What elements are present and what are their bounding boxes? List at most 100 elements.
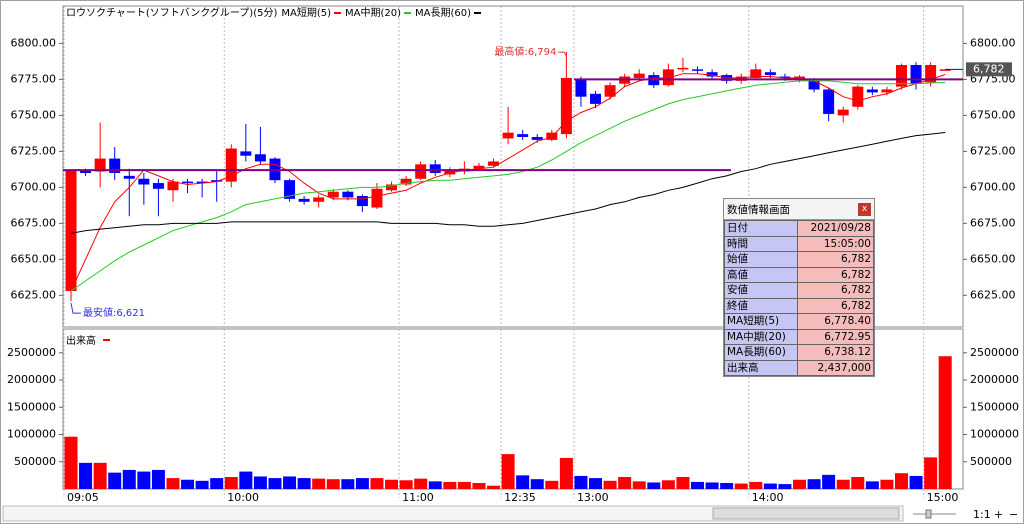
candle-body — [633, 73, 645, 78]
volume-bar — [720, 483, 734, 489]
candle-body — [211, 180, 223, 182]
info-title: 数値情報画面 — [727, 203, 790, 216]
volume-bar — [851, 477, 865, 489]
candle-body — [284, 180, 296, 199]
volume-bar — [151, 469, 165, 489]
zoom-thumb[interactable] — [925, 509, 932, 519]
y-tick-label: 6625.00 — [970, 288, 1016, 301]
candle-body — [604, 85, 616, 97]
y-tick-label: 6800.00 — [970, 36, 1016, 49]
candle-body — [313, 197, 325, 202]
candle-body — [823, 89, 835, 114]
y-tick-label: 6725.00 — [970, 144, 1016, 157]
candle-body — [444, 170, 456, 175]
volume-bar — [603, 480, 617, 489]
candle-body — [429, 164, 441, 173]
x-tick-label: 14:00 — [752, 491, 784, 504]
info-panel: 数値情報画面 x 日付 2021/09/28 時間 15:05:00 始値 6,782 高値… — [723, 198, 875, 377]
volume-bar — [414, 478, 428, 489]
candle-body — [400, 178, 412, 185]
annotation-arrow — [70, 302, 81, 314]
volume-bar — [559, 457, 573, 489]
candle-body — [925, 65, 937, 83]
info-row: 終値 6,782 — [724, 297, 874, 314]
info-value: 6,738.12 — [797, 344, 874, 361]
candle-body — [123, 175, 135, 179]
volume-bar — [268, 478, 282, 489]
close-button[interactable]: x — [858, 202, 871, 216]
volume-bar — [589, 478, 603, 489]
volume-bar — [807, 479, 821, 489]
candle-body — [65, 170, 77, 292]
volume-bar — [399, 480, 413, 489]
legend-swatch — [404, 12, 412, 14]
y-tick-label: 6650.00 — [970, 252, 1016, 265]
candle-body — [327, 191, 339, 198]
scroll-thumb[interactable] — [712, 507, 900, 520]
candle-body — [254, 154, 266, 162]
volume-bar — [778, 484, 792, 489]
volume-bar — [894, 473, 908, 489]
chart: 09:05 10:00 11:00 12:35 13:00 14:00 15:00 6625.… — [7, 5, 1019, 504]
candle-body — [94, 158, 106, 172]
candle-body — [182, 181, 194, 184]
volume-bar — [210, 478, 224, 489]
volume-title: 出来高 — [66, 336, 96, 347]
volume-bar — [618, 477, 632, 489]
info-value: 6,772.95 — [797, 328, 874, 345]
scrollbar: 1:1 + − — [2, 505, 1018, 522]
x-tick-label: 11:00 — [402, 491, 434, 504]
volume-bar — [501, 454, 515, 489]
scroll-track[interactable] — [2, 505, 904, 522]
info-value: 2,437,000 — [797, 359, 874, 376]
volume-bar — [516, 475, 530, 489]
volume-bar — [355, 478, 369, 489]
zoom-in[interactable]: + — [994, 508, 1003, 521]
candle-body — [910, 65, 922, 84]
info-row: 時間 15:05:00 — [724, 235, 874, 252]
volume-bar — [137, 471, 151, 489]
legend-label: MA中期(20) — [345, 8, 402, 19]
volume-bar — [734, 483, 748, 489]
candle-body — [662, 69, 674, 86]
volume-bar — [443, 481, 457, 489]
chart-title: ロウソクチャート(ソフトバンクグループ)(5分) — [66, 8, 278, 19]
volume-bar — [705, 482, 719, 489]
candle-body — [473, 165, 485, 169]
volume-bar — [545, 480, 559, 489]
annotation-arrow — [558, 51, 567, 57]
info-key: 時間 — [724, 235, 798, 252]
candle-body — [240, 151, 252, 156]
ma-line — [70, 80, 946, 292]
y-tick-label: 6700.00 — [11, 180, 57, 193]
volume-bar — [880, 479, 894, 489]
legend: ロウソクチャート(ソフトバンクグループ)(5分) MA短期(5) MA中期(20)… — [66, 4, 482, 19]
y-tick-label: 6650.00 — [11, 252, 57, 265]
volume-bar — [312, 478, 326, 489]
legend-swatch — [103, 338, 110, 341]
annotation: 最安値:6,621 — [83, 306, 145, 319]
volume-legend: 出来高 — [66, 332, 110, 347]
volume-bar — [763, 483, 777, 489]
info-key: 終値 — [724, 297, 798, 314]
volume-bar — [341, 479, 355, 489]
y-tick-label: 6625.00 — [11, 288, 57, 301]
candle-body — [502, 132, 514, 139]
candle-body — [225, 148, 237, 182]
price-panel — [62, 5, 964, 328]
y-tick-label: 2000000 — [7, 373, 56, 386]
volume-bar — [283, 476, 297, 489]
volume-bar — [239, 471, 253, 489]
candle-body — [575, 79, 587, 97]
zoom-out[interactable]: − — [1009, 508, 1018, 521]
candle-body — [590, 93, 602, 104]
volume-bar — [924, 457, 938, 489]
volume-bar — [676, 477, 690, 489]
x-tick-label: 12:35 — [504, 491, 536, 504]
candle-body — [167, 181, 179, 191]
annotation: 最高値:6,794 — [494, 45, 556, 58]
y-tick-label: 6725.00 — [11, 144, 57, 157]
x-tick-label: 13:00 — [577, 491, 609, 504]
x-tick-label: 10:00 — [227, 491, 259, 504]
